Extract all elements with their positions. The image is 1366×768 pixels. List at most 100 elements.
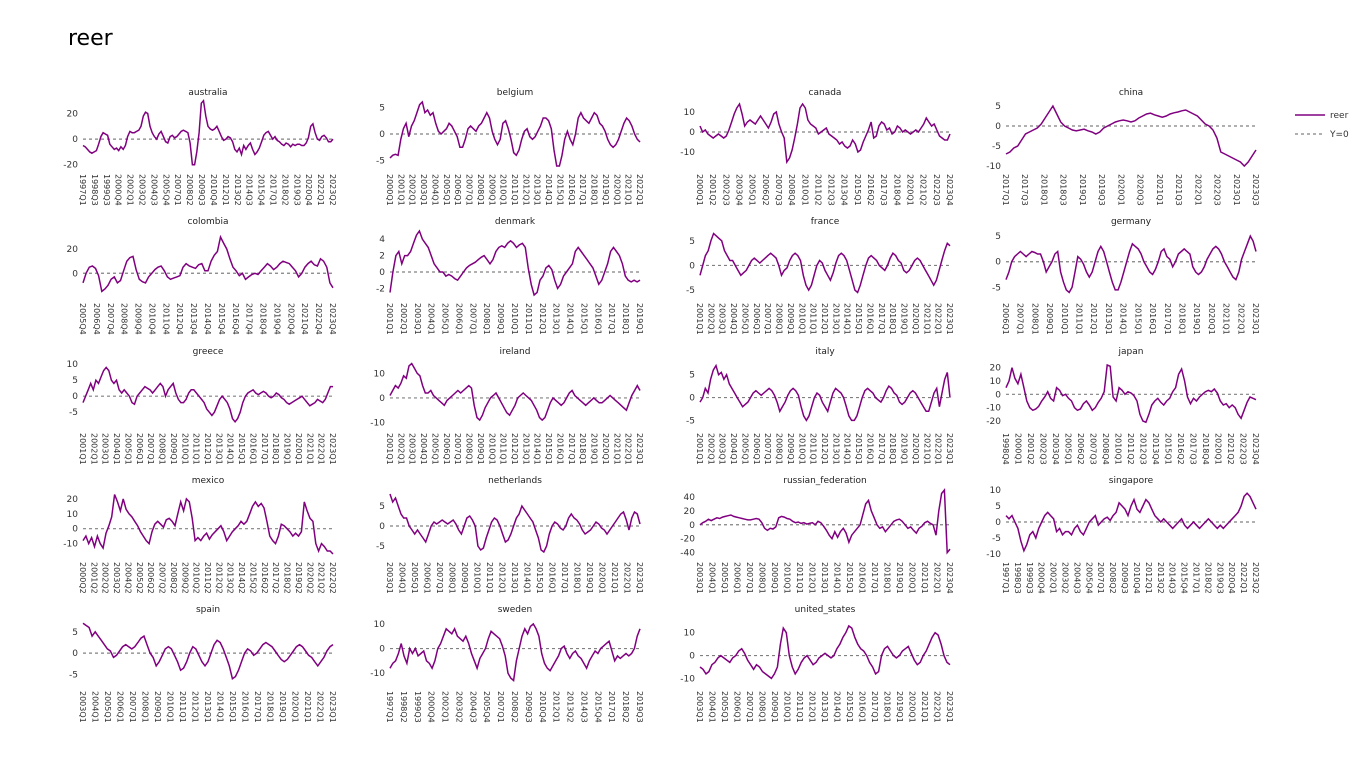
x-tick-label: 2019Q1 bbox=[895, 562, 904, 594]
y-tick-label: 0 bbox=[379, 268, 385, 278]
x-tick-label: 2010Q1 bbox=[487, 433, 496, 465]
x-tick-label: 2019Q3 bbox=[1215, 562, 1224, 594]
y-tick-label: -5 bbox=[69, 670, 78, 680]
legend[interactable]: reer Y=0 bbox=[1295, 111, 1349, 140]
x-tick-label: 2020Q3 bbox=[1136, 174, 1145, 206]
x-tick-label: 2023Q1 bbox=[328, 433, 337, 465]
x-tick-label: 2010Q1 bbox=[510, 303, 519, 335]
x-tick-label: 2021Q1 bbox=[1222, 303, 1231, 335]
x-tick-label: 1999Q3 bbox=[1025, 562, 1034, 594]
x-tick-label: 2019Q1 bbox=[1078, 174, 1087, 206]
x-tick-label: 2016Q1 bbox=[567, 174, 576, 206]
x-tick-label: 2009Q1 bbox=[770, 562, 779, 594]
x-tick-label: 2009Q1 bbox=[153, 691, 162, 723]
y-tick-label: 20 bbox=[990, 364, 1002, 374]
x-tick-label: 2007Q1 bbox=[745, 691, 754, 723]
x-tick-label: 2023Q1 bbox=[945, 433, 954, 465]
x-tick-label: 2013Q1 bbox=[1104, 303, 1113, 335]
x-tick-label: 2020Q1 bbox=[601, 433, 610, 465]
x-tick-label: 2016Q1 bbox=[548, 562, 557, 594]
x-tick-label: 2014Q1 bbox=[226, 433, 235, 465]
x-tick-label: 2006Q1 bbox=[116, 691, 125, 723]
x-tick-label: 2013Q2 bbox=[1156, 562, 1165, 594]
x-tick-label: 2012Q1 bbox=[820, 433, 829, 465]
x-tick-label: 2011Q1 bbox=[485, 562, 494, 594]
subplot-title: canada bbox=[809, 88, 842, 98]
series-line-reer bbox=[389, 100, 641, 167]
x-tick-label: 2022Q1 bbox=[317, 433, 326, 465]
x-tick-label: 1997Q1 bbox=[385, 691, 394, 723]
x-tick-label: 2017Q1 bbox=[268, 174, 277, 206]
x-tick-label: 2015Q1 bbox=[1164, 433, 1173, 465]
x-tick-label: 2002Q1 bbox=[89, 433, 98, 465]
x-tick-label: 2008Q1 bbox=[775, 303, 784, 335]
x-tick-label: 2013Q2 bbox=[233, 174, 242, 206]
subplot-title: italy bbox=[815, 347, 835, 357]
y-tick-label: -5 bbox=[992, 283, 1001, 293]
x-tick-label: 2008Q1 bbox=[1030, 303, 1039, 335]
x-tick-label: 2011Q4 bbox=[161, 303, 170, 335]
y-tick-label: 0 bbox=[379, 645, 385, 655]
x-tick-label: 1997Q1 bbox=[78, 174, 87, 206]
x-tick-label: 2006Q2 bbox=[1076, 433, 1085, 465]
x-tick-label: 2007Q1 bbox=[146, 433, 155, 465]
x-tick-label: 2009Q3 bbox=[524, 691, 533, 723]
y-tick-label: 20 bbox=[67, 245, 79, 255]
subplot-title: belgium bbox=[497, 88, 533, 98]
x-tick-label: 2017Q1 bbox=[607, 303, 616, 335]
x-tick-label: 2012Q1 bbox=[808, 691, 817, 723]
x-tick-label: 2012Q1 bbox=[203, 433, 212, 465]
x-tick-label: 2015Q4 bbox=[257, 174, 266, 206]
x-tick-label: 2011Q1 bbox=[510, 174, 519, 206]
x-tick-label: 2012Q1 bbox=[221, 174, 230, 206]
x-tick-label: 2020Q4 bbox=[304, 174, 313, 206]
x-tick-label: 2004Q1 bbox=[398, 562, 407, 594]
y-tick-label: 20 bbox=[67, 495, 79, 505]
y-tick-label: -10 bbox=[63, 540, 78, 550]
x-tick-label: 2013Q1 bbox=[831, 303, 840, 335]
x-tick-label: 2001Q2 bbox=[1026, 433, 1035, 465]
x-tick-label: 2004Q1 bbox=[708, 562, 717, 594]
x-tick-label: 2023Q1 bbox=[1251, 303, 1260, 335]
x-tick-label: 2015Q1 bbox=[845, 562, 854, 594]
x-tick-label: 2020Q4 bbox=[286, 303, 295, 335]
x-tick-label: 2021Q4 bbox=[300, 303, 309, 335]
x-tick-label: 1998Q4 bbox=[1001, 433, 1010, 465]
x-tick-label: 2017Q1 bbox=[1163, 303, 1172, 335]
x-tick-label: 2005Q1 bbox=[103, 691, 112, 723]
x-tick-label: 2019Q1 bbox=[601, 174, 610, 206]
y-tick-label: 0 bbox=[72, 269, 78, 279]
x-tick-label: 2009Q1 bbox=[476, 433, 485, 465]
x-tick-label: 2022Q1 bbox=[934, 433, 943, 465]
y-tick-label: 0 bbox=[689, 394, 695, 404]
x-tick-label: 2017Q1 bbox=[560, 562, 569, 594]
x-tick-label: 2010Q1 bbox=[783, 691, 792, 723]
series-line-reer bbox=[82, 494, 334, 555]
y-tick-label: 5 bbox=[72, 628, 78, 638]
series-line-reer bbox=[82, 234, 334, 293]
x-tick-label: 2019Q1 bbox=[283, 433, 292, 465]
x-tick-label: 2016Q1 bbox=[593, 303, 602, 335]
x-tick-label: 2005Q4 bbox=[1084, 562, 1093, 594]
y-tick-label: 5 bbox=[379, 502, 385, 512]
x-tick-label: 2021Q1 bbox=[922, 303, 931, 335]
x-tick-label: 2012Q1 bbox=[820, 303, 829, 335]
x-tick-label: 2008Q2 bbox=[510, 691, 519, 723]
x-tick-label: 2011Q1 bbox=[499, 433, 508, 465]
x-tick-label: 2006Q1 bbox=[135, 433, 144, 465]
x-tick-label: 2012Q1 bbox=[808, 562, 817, 594]
series-line-reer bbox=[1005, 492, 1257, 553]
x-tick-label: 2022Q1 bbox=[316, 174, 325, 206]
x-tick-label: 2004Q2 bbox=[123, 562, 132, 594]
y-tick-label: 5 bbox=[72, 376, 78, 386]
y-tick-label: -5 bbox=[686, 286, 695, 296]
x-tick-label: 2000Q1 bbox=[385, 174, 394, 206]
x-tick-label: 2001Q1 bbox=[396, 174, 405, 206]
y-tick-label: 0 bbox=[995, 390, 1001, 400]
x-tick-label: 2002Q1 bbox=[441, 691, 450, 723]
x-tick-label: 2023Q1 bbox=[635, 433, 644, 465]
